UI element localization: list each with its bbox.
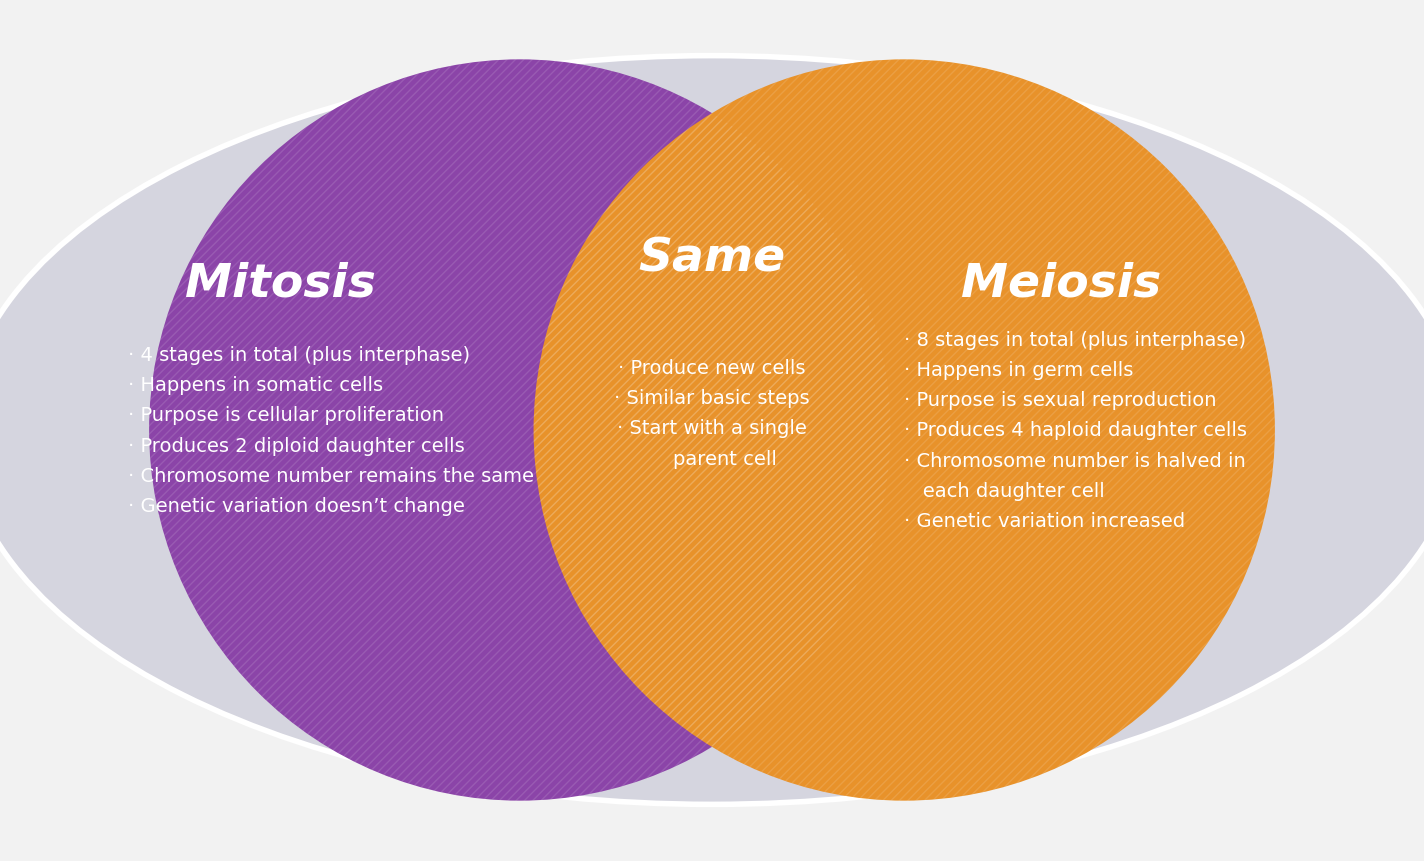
Text: · 8 stages in total (plus interphase)
· Happens in germ cells
· Purpose is sexua: · 8 stages in total (plus interphase) · … xyxy=(904,331,1247,530)
Text: Same: Same xyxy=(638,236,786,281)
Ellipse shape xyxy=(534,60,1274,801)
Ellipse shape xyxy=(150,60,890,801)
Text: · 4 stages in total (plus interphase)
· Happens in somatic cells
· Purpose is ce: · 4 stages in total (plus interphase) · … xyxy=(128,345,534,516)
Ellipse shape xyxy=(0,57,1424,804)
Text: · Produce new cells
· Similar basic steps
· Start with a single
    parent cell: · Produce new cells · Similar basic step… xyxy=(614,358,810,468)
Text: Meiosis: Meiosis xyxy=(961,262,1162,307)
Text: Mitosis: Mitosis xyxy=(185,262,376,307)
